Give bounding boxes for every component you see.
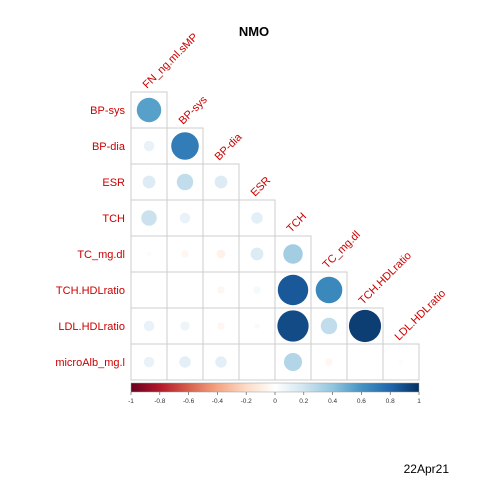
colorbar-tick-label: 0.2 [299, 398, 308, 405]
correlation-circle [217, 322, 225, 330]
column-label: ESR [249, 175, 274, 200]
row-label: BP-dia [92, 141, 126, 153]
colorbar-tick-label: -0.4 [212, 398, 224, 405]
column-label: BP-sys [177, 94, 210, 127]
correlation-circle [146, 251, 152, 257]
correlation-circle [171, 132, 199, 160]
column-label: TCH [285, 211, 310, 236]
correlation-circle [320, 317, 338, 335]
column-label: BP-dia [213, 131, 245, 163]
row-label: LDL.HDLratio [58, 321, 125, 333]
colorbar [130, 382, 420, 393]
correlation-circle [179, 212, 191, 224]
colorbar-tick-label: -0.8 [154, 398, 166, 405]
correlation-circle [250, 247, 264, 261]
column-label: TCH.HDLratio [357, 250, 414, 307]
correlation-circle [142, 175, 156, 189]
correlation-circle [255, 360, 259, 364]
row-label: ESR [102, 177, 125, 189]
colorbar-tick-label: 0.8 [386, 398, 395, 405]
correlation-circle [283, 244, 303, 264]
correlation-circle [277, 274, 309, 306]
column-label: FN_ng.ml.sMP [141, 31, 201, 91]
correlation-circle [181, 250, 189, 258]
correlation-circle [254, 323, 260, 329]
correlation-circle [143, 356, 155, 368]
correlation-circle [216, 249, 226, 259]
colorbar-tick-label: 1 [417, 398, 421, 405]
correlation-circle [147, 288, 151, 292]
correlation-circle [143, 320, 155, 332]
date-footer: 22Apr21 [403, 462, 449, 476]
correlation-circle [215, 356, 227, 368]
colorbar-tick-label: 0.4 [328, 398, 337, 405]
correlation-circle [176, 173, 194, 191]
colorbar-tick-label: -0.6 [183, 398, 195, 405]
row-label: TCH [102, 213, 125, 225]
correlation-circle [315, 276, 343, 304]
row-label: microAlb_mg.l [55, 357, 125, 369]
correlation-circle [143, 140, 155, 152]
correlation-circle [253, 286, 261, 294]
correlation-circle [180, 321, 190, 331]
chart-title: NMO [239, 24, 269, 39]
row-label: BP-sys [90, 105, 125, 117]
correlation-circle [217, 286, 225, 294]
column-label: TC_mg.dl [321, 229, 363, 271]
row-label: TC_mg.dl [77, 249, 125, 261]
correlation-circle [251, 212, 263, 224]
correlation-circle [141, 210, 157, 226]
correlation-circle [398, 359, 404, 365]
grid-cell [202, 199, 240, 237]
correlation-circle [136, 97, 162, 123]
correlation-circle [363, 360, 367, 364]
correlation-circle [348, 309, 382, 343]
row-label: TCH.HDLratio [56, 285, 125, 297]
colorbar-tick-label: -0.2 [241, 398, 253, 405]
column-label: LDL.HDLratio [393, 288, 449, 344]
correlation-circle [214, 175, 228, 189]
correlation-circle [277, 310, 309, 342]
colorbar-tick-label: 0 [273, 398, 277, 405]
correlation-circle [325, 358, 333, 366]
correlation-circle [179, 356, 191, 368]
colorbar-tick-label: 0.6 [357, 398, 366, 405]
colorbar-tick-label: -1 [128, 398, 134, 405]
grid-cell [382, 343, 420, 381]
correlation-circle [283, 352, 303, 372]
correlation-circle [183, 288, 187, 292]
